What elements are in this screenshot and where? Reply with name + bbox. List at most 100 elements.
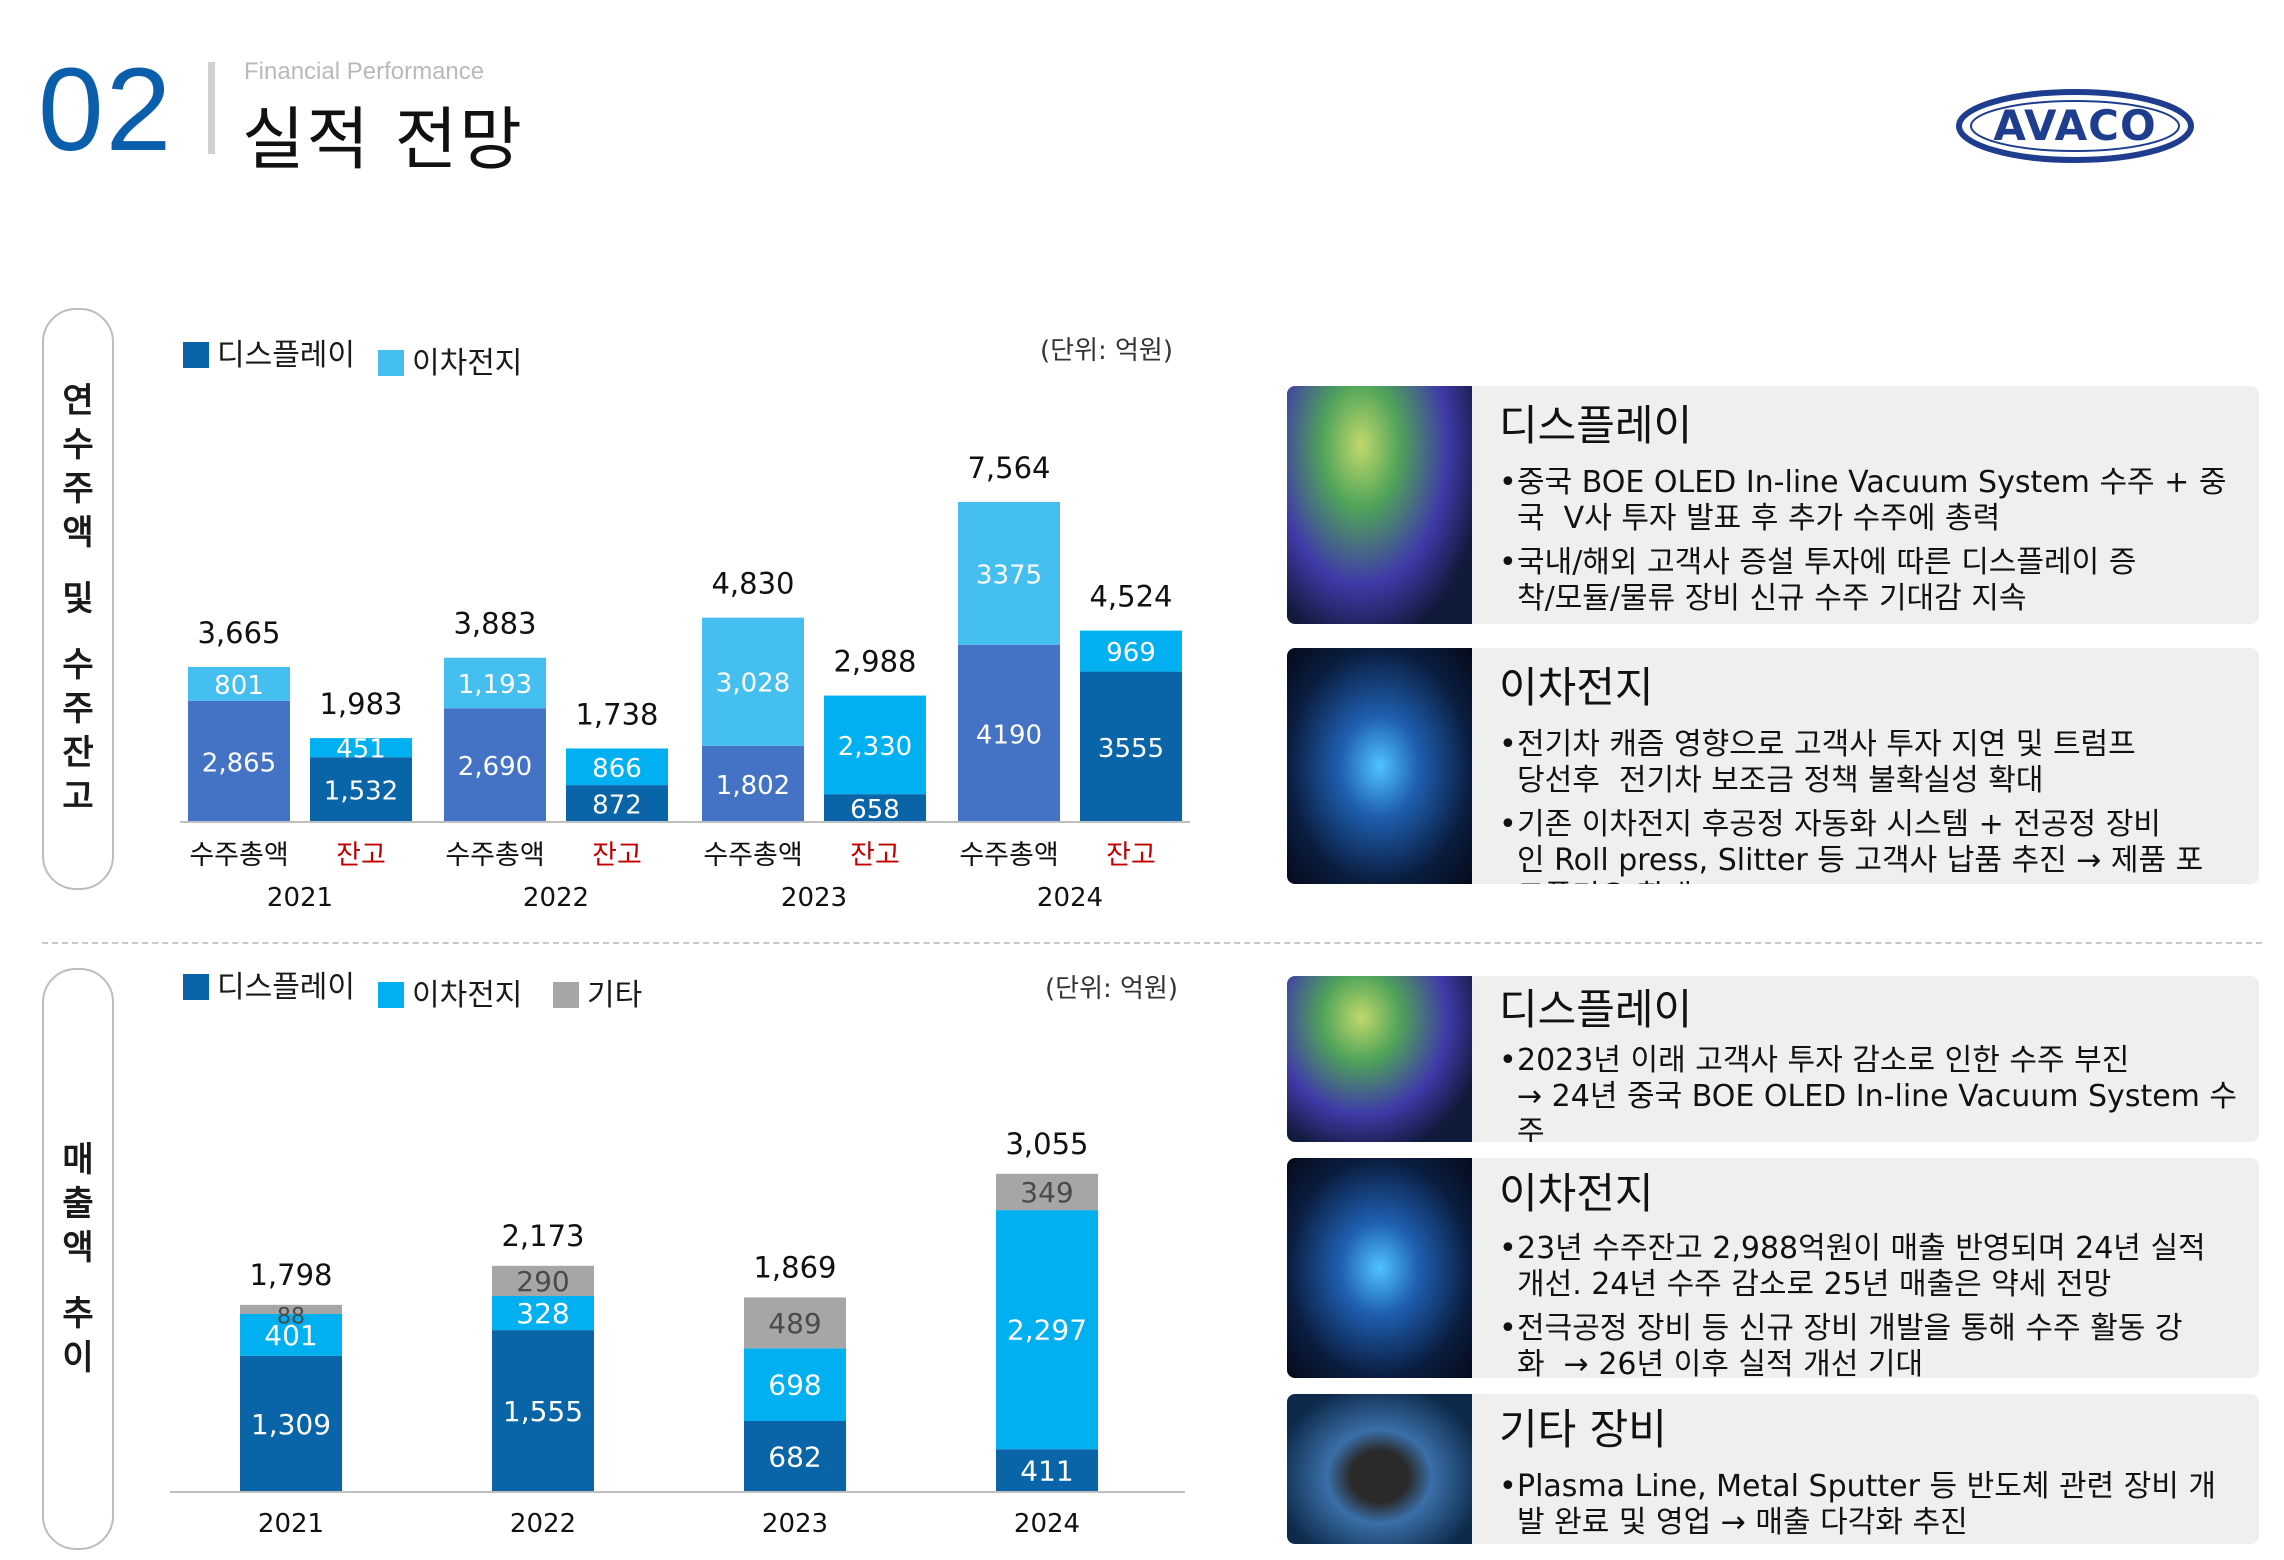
vertical-char: 수 xyxy=(62,425,94,465)
vertical-char: 잔 xyxy=(62,733,94,773)
bar-display xyxy=(188,700,290,822)
vertical-char: 액 xyxy=(62,1228,94,1268)
bar-display xyxy=(310,757,412,822)
bar-total-label: 4,830 xyxy=(711,567,794,601)
vertical-char: 주 xyxy=(62,469,94,509)
vertical-char xyxy=(72,555,84,577)
bar-display xyxy=(240,1355,342,1492)
logo-text: AVACO xyxy=(1993,101,2156,150)
bar-display-label: 682 xyxy=(768,1441,821,1474)
vertical-char: 출 xyxy=(62,1184,94,1224)
bar-label-battery: 3375 xyxy=(976,560,1042,590)
bar-battery-label: 401 xyxy=(264,1319,317,1352)
card-title: 이차전지 xyxy=(1499,1169,1654,1218)
page-subtitle: Financial Performance xyxy=(244,58,485,85)
card-bullet: • 중국 BOE OLED In-line Vacuum System 수주 + … xyxy=(1499,465,2227,536)
x-tick-label: 2021 xyxy=(258,1509,324,1539)
legend2-display: 디스플레이 xyxy=(183,970,363,1006)
x-tick-label: 2024 xyxy=(1014,1509,1080,1539)
card-title: 디스플레이 xyxy=(1499,401,1693,450)
bar-battery xyxy=(996,1210,1098,1450)
bar-label-battery: 451 xyxy=(336,735,386,765)
bar-label-battery: 3,028 xyxy=(716,669,790,699)
sublabel-total: 수주총액 xyxy=(189,840,288,871)
bar-label-display: 3555 xyxy=(1098,734,1164,764)
unit-label-orders: (단위: 억원) xyxy=(1040,336,1173,366)
legend-swatch-battery xyxy=(378,350,404,376)
bar-other xyxy=(996,1173,1098,1211)
legend2-other: 기타 xyxy=(553,970,642,1014)
section-divider xyxy=(42,942,2262,944)
card-title: 이차전지 xyxy=(1499,663,1654,712)
bar-display-label: 1,309 xyxy=(251,1408,331,1441)
sublabel-total: 수주총액 xyxy=(703,840,802,871)
card-sales-display: 디스플레이 • 2023년 이래 고객사 투자 감소로 인한 수주 부진 → 24… xyxy=(1287,976,2259,1142)
vertical-char: 액 xyxy=(62,513,94,553)
vertical-char: 추 xyxy=(62,1294,94,1334)
bar-battery xyxy=(702,617,804,746)
bar-total-label: 3,883 xyxy=(453,607,536,641)
display-panel-image xyxy=(1287,386,1472,624)
section-number: 02 xyxy=(38,44,174,176)
card-sales-other: 기타 장비 • Plasma Line, Metal Sputter 등 반도체 … xyxy=(1287,1394,2259,1544)
bar-label-battery: 866 xyxy=(592,754,642,784)
card-bullet: • 기존 이차전지 후공정 자동화 시스템 + 전공정 장비 인 Roll pre… xyxy=(1499,807,2204,884)
bar-battery xyxy=(188,666,290,701)
orders-chart: 2,865 801 3,665 수주총액 1,532 451 1,983 잔고 2,690 1,1… xyxy=(180,451,1190,910)
sublabel-backlog: 잔고 xyxy=(336,840,386,871)
bar-label-display: 1,532 xyxy=(324,777,398,807)
bar-total-label: 1,983 xyxy=(319,687,402,721)
legend-display: 디스플레이 xyxy=(183,338,363,374)
bar-battery xyxy=(824,695,926,795)
bar-battery xyxy=(444,657,546,709)
bar-display xyxy=(1080,671,1182,822)
bar-display-label: 1,555 xyxy=(503,1395,583,1428)
bar-battery-label: 328 xyxy=(516,1297,569,1330)
x-tick-label: 2023 xyxy=(762,1509,828,1539)
page-title: 실적 전망 xyxy=(242,101,524,180)
display-panel-image xyxy=(1287,976,1472,1142)
bar-label-display: 4190 xyxy=(976,720,1042,750)
bar-battery xyxy=(566,748,668,786)
bar-other-label: 290 xyxy=(516,1265,569,1298)
bar-total-label: 7,564 xyxy=(967,451,1050,485)
bar-total-label: 1,869 xyxy=(753,1250,836,1284)
card-bullet: • 전기차 캐즘 영향으로 고객사 투자 지연 및 트럼프 당선후 전기차 보조금… xyxy=(1499,727,2136,798)
vertical-char xyxy=(72,1270,84,1292)
battery-image xyxy=(1287,1158,1472,1378)
bar-battery xyxy=(958,501,1060,645)
card-sales-battery: 이차전지 • 23년 수주잔고 2,988억원이 매출 반영되며 24년 실적 개… xyxy=(1287,1158,2259,1378)
bar-other xyxy=(744,1297,846,1349)
legend2-swatch-other xyxy=(553,982,579,1008)
legend2-battery: 이차전지 xyxy=(378,970,522,1014)
x-tick-label: 2024 xyxy=(1037,883,1103,910)
card-title: 기타 장비 xyxy=(1499,1405,1667,1454)
legend2-label-display: 디스플레이 xyxy=(217,970,355,1005)
battery-image xyxy=(1287,648,1472,884)
bar-total-label: 4,524 xyxy=(1089,580,1172,614)
card-bullet: • 23년 수주잔고 2,988억원이 매출 반영되며 24년 실적 개선. 24… xyxy=(1499,1231,2206,1302)
bar-other xyxy=(240,1304,342,1315)
bar-label-display: 1,802 xyxy=(716,771,790,801)
card-orders-display: 디스플레이 • 중국 BOE OLED In-line Vacuum System… xyxy=(1287,386,2259,624)
bar-battery-label: 698 xyxy=(768,1369,821,1402)
bar-total-label: 1,738 xyxy=(575,697,658,731)
legend-label-display: 디스플레이 xyxy=(217,338,355,373)
bar-other-label: 349 xyxy=(1020,1176,1073,1209)
bar-display xyxy=(824,794,926,822)
sublabel-total: 수주총액 xyxy=(445,840,544,871)
legend2-swatch-battery xyxy=(378,982,404,1008)
bar-battery xyxy=(492,1295,594,1331)
company-logo: AVACO xyxy=(1955,88,2195,172)
bar-total-label: 2,988 xyxy=(833,645,916,679)
x-tick-label: 2022 xyxy=(523,883,589,910)
legend2-swatch-display xyxy=(183,974,209,1000)
bar-other xyxy=(492,1265,594,1296)
bar-total-label: 3,055 xyxy=(1005,1127,1088,1161)
bar-display xyxy=(958,644,1060,822)
header-divider xyxy=(208,62,215,154)
legend-swatch-display xyxy=(183,342,209,368)
